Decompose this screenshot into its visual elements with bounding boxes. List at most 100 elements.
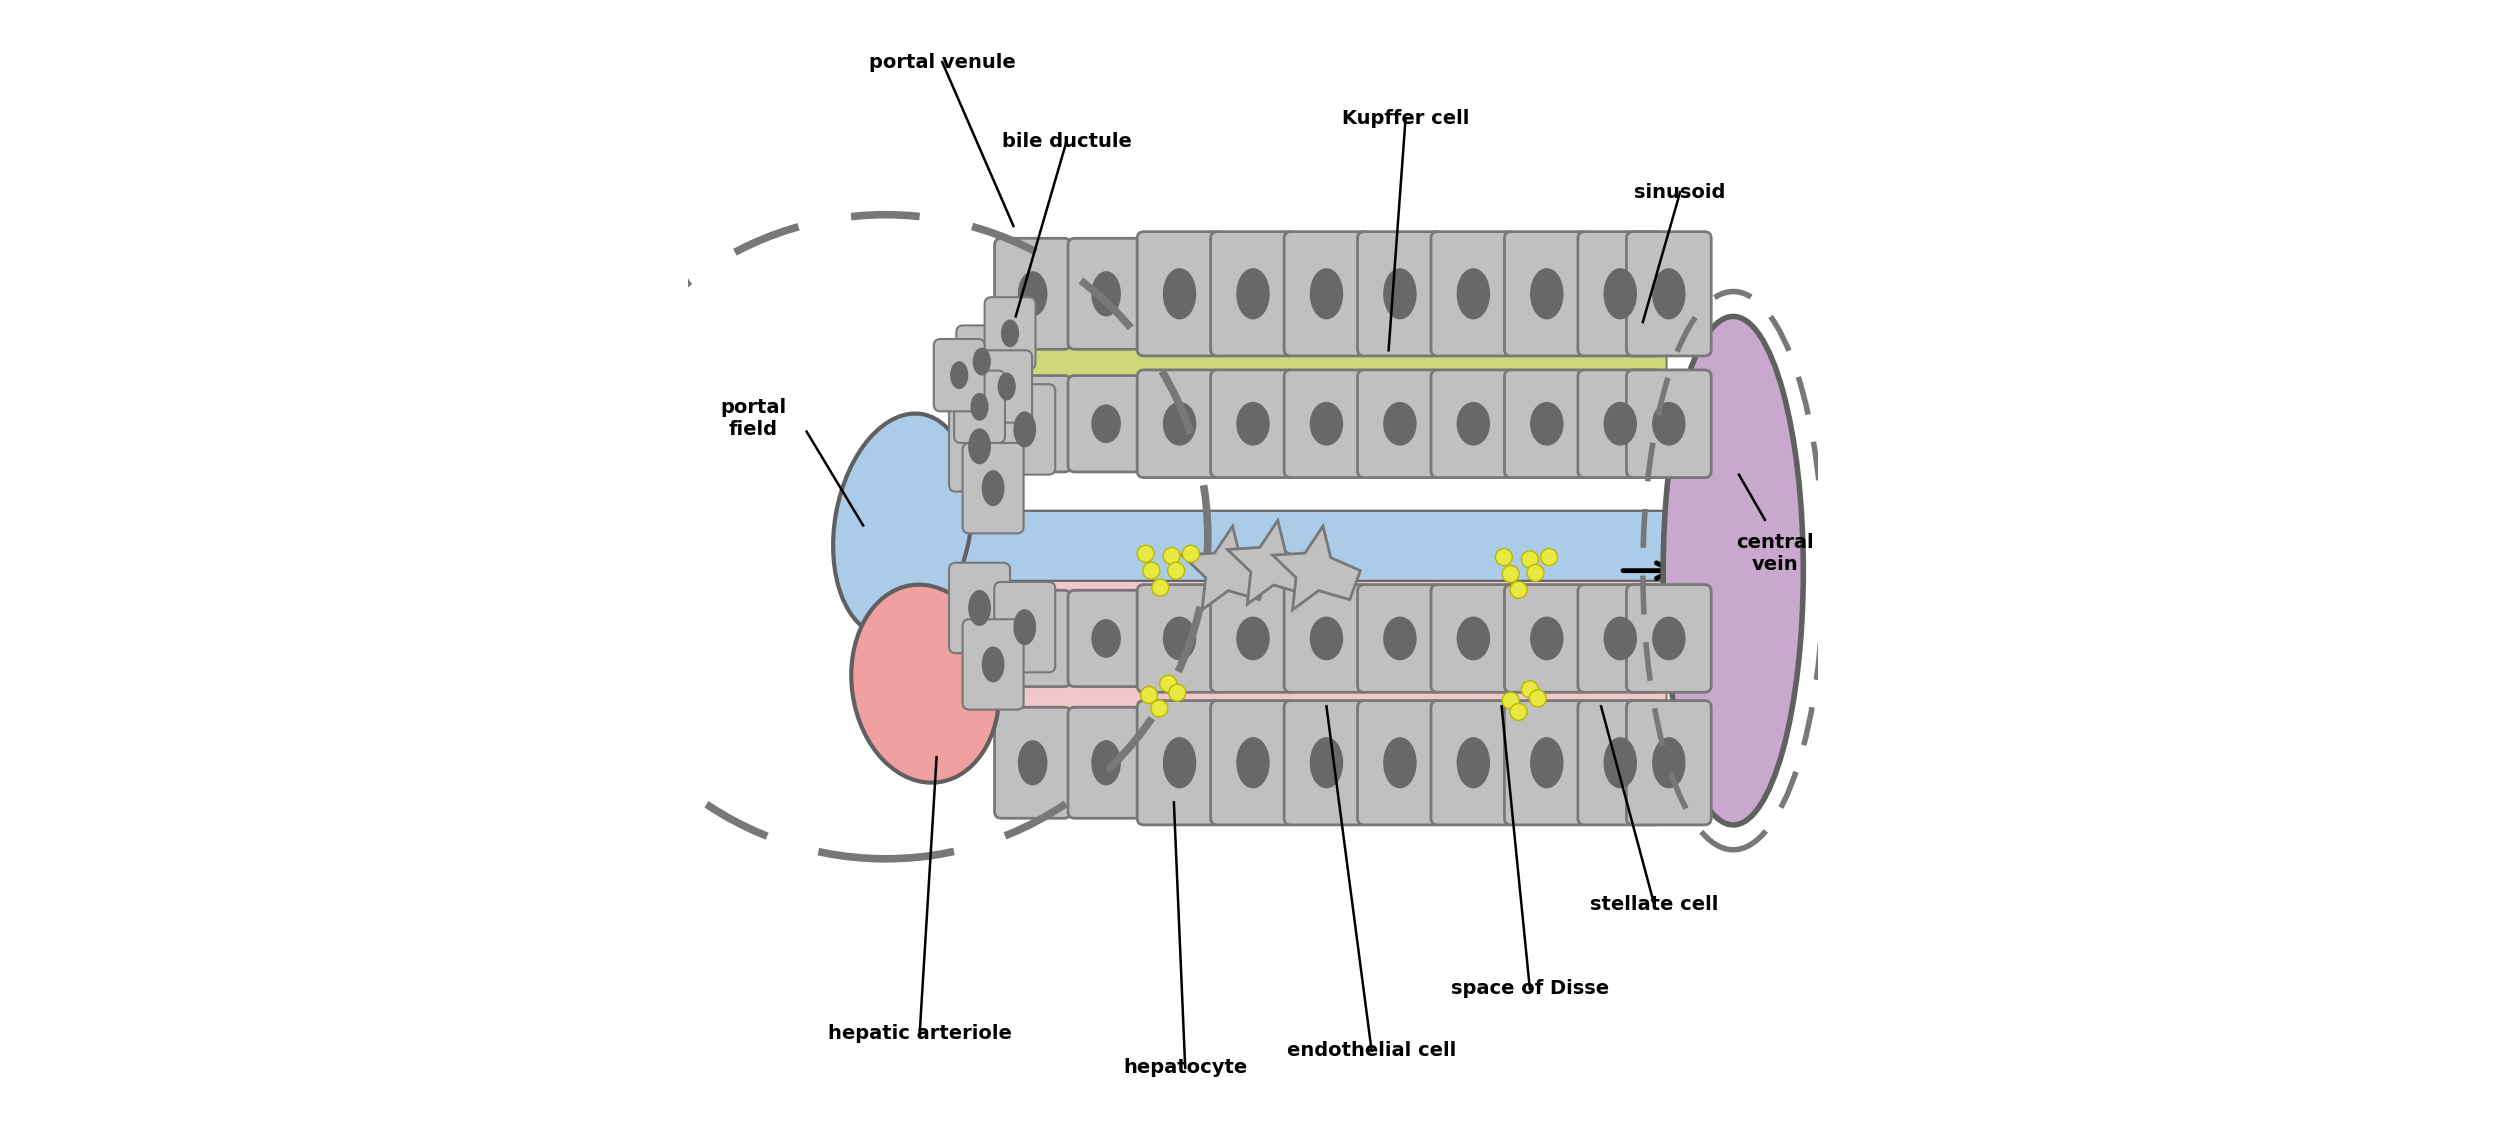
FancyBboxPatch shape bbox=[1000, 666, 1666, 718]
Ellipse shape bbox=[1163, 402, 1195, 445]
Ellipse shape bbox=[1015, 412, 1035, 446]
Ellipse shape bbox=[1531, 402, 1564, 445]
Circle shape bbox=[1168, 562, 1185, 579]
FancyBboxPatch shape bbox=[1431, 232, 1516, 356]
Ellipse shape bbox=[1093, 406, 1120, 442]
Ellipse shape bbox=[1238, 738, 1268, 788]
FancyBboxPatch shape bbox=[1504, 370, 1589, 478]
Circle shape bbox=[1140, 686, 1158, 703]
FancyBboxPatch shape bbox=[1579, 370, 1661, 478]
FancyBboxPatch shape bbox=[1504, 701, 1589, 825]
Ellipse shape bbox=[1604, 269, 1636, 319]
Ellipse shape bbox=[1238, 269, 1268, 319]
Circle shape bbox=[1163, 548, 1180, 565]
Text: hepatic arteriole: hepatic arteriole bbox=[827, 1025, 1012, 1043]
Ellipse shape bbox=[832, 414, 972, 637]
Ellipse shape bbox=[1458, 738, 1489, 788]
Circle shape bbox=[1511, 581, 1526, 599]
FancyBboxPatch shape bbox=[950, 563, 1010, 653]
Polygon shape bbox=[1228, 521, 1316, 605]
FancyBboxPatch shape bbox=[962, 443, 1022, 533]
Ellipse shape bbox=[1383, 402, 1416, 445]
FancyBboxPatch shape bbox=[995, 707, 1070, 818]
Circle shape bbox=[1501, 692, 1519, 710]
Circle shape bbox=[1541, 549, 1559, 566]
Ellipse shape bbox=[1163, 617, 1195, 660]
FancyBboxPatch shape bbox=[1358, 232, 1443, 356]
FancyBboxPatch shape bbox=[962, 511, 1692, 588]
FancyBboxPatch shape bbox=[935, 339, 985, 411]
Circle shape bbox=[1150, 699, 1168, 718]
FancyBboxPatch shape bbox=[1579, 584, 1661, 693]
FancyBboxPatch shape bbox=[995, 238, 1070, 349]
FancyBboxPatch shape bbox=[1138, 584, 1223, 693]
FancyBboxPatch shape bbox=[957, 325, 1007, 398]
Ellipse shape bbox=[852, 584, 1000, 783]
Ellipse shape bbox=[1664, 316, 1804, 825]
FancyBboxPatch shape bbox=[1068, 707, 1145, 818]
Ellipse shape bbox=[972, 393, 987, 420]
Circle shape bbox=[1529, 689, 1546, 707]
FancyBboxPatch shape bbox=[1000, 341, 1666, 401]
FancyBboxPatch shape bbox=[1210, 701, 1296, 825]
Ellipse shape bbox=[1311, 738, 1343, 788]
Text: sinusoid: sinusoid bbox=[1634, 183, 1727, 201]
Circle shape bbox=[1160, 675, 1178, 692]
Ellipse shape bbox=[982, 647, 1005, 681]
FancyBboxPatch shape bbox=[1579, 232, 1661, 356]
FancyBboxPatch shape bbox=[1138, 232, 1223, 356]
FancyBboxPatch shape bbox=[985, 297, 1035, 370]
Ellipse shape bbox=[1654, 402, 1684, 445]
Circle shape bbox=[1496, 549, 1511, 566]
FancyBboxPatch shape bbox=[1138, 701, 1223, 825]
FancyBboxPatch shape bbox=[1283, 232, 1368, 356]
Circle shape bbox=[1511, 703, 1526, 721]
Ellipse shape bbox=[972, 348, 990, 375]
FancyBboxPatch shape bbox=[1358, 370, 1443, 478]
Ellipse shape bbox=[1238, 402, 1268, 445]
Ellipse shape bbox=[1604, 738, 1636, 788]
Polygon shape bbox=[1183, 527, 1271, 610]
FancyBboxPatch shape bbox=[1068, 375, 1145, 472]
Ellipse shape bbox=[1311, 617, 1343, 660]
Ellipse shape bbox=[1093, 741, 1120, 784]
Ellipse shape bbox=[1311, 402, 1343, 445]
Ellipse shape bbox=[1002, 320, 1017, 347]
FancyBboxPatch shape bbox=[995, 375, 1070, 472]
Ellipse shape bbox=[1383, 738, 1416, 788]
FancyBboxPatch shape bbox=[995, 590, 1070, 687]
Ellipse shape bbox=[1093, 272, 1120, 315]
Text: bile ductule: bile ductule bbox=[1002, 132, 1133, 150]
Text: portal
field: portal field bbox=[722, 398, 787, 438]
FancyBboxPatch shape bbox=[1626, 232, 1712, 356]
Ellipse shape bbox=[1093, 620, 1120, 657]
Text: endothelial cell: endothelial cell bbox=[1288, 1042, 1456, 1060]
Ellipse shape bbox=[1383, 617, 1416, 660]
Ellipse shape bbox=[1531, 738, 1564, 788]
Ellipse shape bbox=[1531, 269, 1564, 319]
Ellipse shape bbox=[1017, 620, 1048, 657]
FancyBboxPatch shape bbox=[1431, 584, 1516, 693]
FancyBboxPatch shape bbox=[995, 384, 1055, 475]
Circle shape bbox=[1501, 565, 1519, 583]
FancyBboxPatch shape bbox=[995, 582, 1055, 672]
Circle shape bbox=[1521, 680, 1539, 698]
Circle shape bbox=[1168, 684, 1185, 701]
Ellipse shape bbox=[1654, 617, 1684, 660]
Circle shape bbox=[1521, 551, 1539, 568]
FancyBboxPatch shape bbox=[1358, 701, 1443, 825]
Ellipse shape bbox=[970, 429, 990, 463]
Ellipse shape bbox=[1015, 610, 1035, 644]
FancyBboxPatch shape bbox=[1431, 701, 1516, 825]
Ellipse shape bbox=[950, 362, 967, 389]
Ellipse shape bbox=[1458, 402, 1489, 445]
Ellipse shape bbox=[1604, 402, 1636, 445]
FancyBboxPatch shape bbox=[1579, 701, 1661, 825]
Ellipse shape bbox=[997, 373, 1015, 400]
Ellipse shape bbox=[1017, 406, 1048, 442]
Ellipse shape bbox=[1383, 269, 1416, 319]
Text: portal venule: portal venule bbox=[870, 53, 1015, 71]
Ellipse shape bbox=[1017, 741, 1048, 784]
Circle shape bbox=[1153, 579, 1168, 597]
FancyBboxPatch shape bbox=[1068, 238, 1145, 349]
